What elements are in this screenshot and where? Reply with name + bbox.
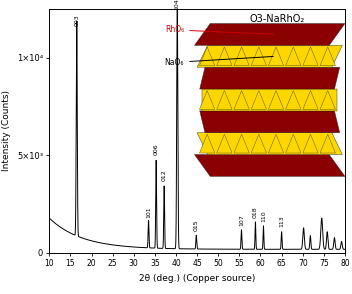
PathPatch shape [202,89,337,111]
PathPatch shape [234,91,249,109]
PathPatch shape [268,47,284,66]
PathPatch shape [197,45,342,67]
PathPatch shape [268,134,284,153]
PathPatch shape [200,111,340,133]
PathPatch shape [200,47,215,66]
PathPatch shape [251,134,266,153]
Text: 101: 101 [146,206,151,218]
PathPatch shape [197,133,342,155]
PathPatch shape [320,47,335,66]
Text: O3-NaRhO₂: O3-NaRhO₂ [249,14,304,24]
PathPatch shape [268,91,284,109]
PathPatch shape [285,47,301,66]
X-axis label: 2θ (deg.) (Copper source): 2θ (deg.) (Copper source) [139,274,255,283]
Y-axis label: Intensity (Counts): Intensity (Counts) [2,90,11,171]
PathPatch shape [285,134,301,153]
PathPatch shape [200,91,215,109]
Text: 015: 015 [194,220,199,231]
PathPatch shape [234,47,249,66]
PathPatch shape [303,134,318,153]
PathPatch shape [217,134,232,153]
Text: 018: 018 [253,206,258,218]
PathPatch shape [217,91,232,109]
PathPatch shape [251,91,266,109]
PathPatch shape [320,91,335,109]
Text: 012: 012 [162,169,167,181]
PathPatch shape [303,47,318,66]
Text: 107: 107 [239,214,244,225]
Text: RhO₆: RhO₆ [165,25,273,34]
PathPatch shape [320,134,335,153]
PathPatch shape [234,134,249,153]
Text: NaO₆: NaO₆ [165,56,273,67]
PathPatch shape [285,91,301,109]
PathPatch shape [217,47,232,66]
Text: 113: 113 [279,216,284,228]
Text: 006: 006 [153,143,159,155]
PathPatch shape [194,155,345,176]
PathPatch shape [200,134,215,153]
PathPatch shape [194,24,345,45]
PathPatch shape [251,47,266,66]
PathPatch shape [303,91,318,109]
Text: 104: 104 [175,0,180,10]
Text: 110: 110 [261,210,266,222]
Text: 003: 003 [74,15,79,26]
PathPatch shape [200,67,340,89]
